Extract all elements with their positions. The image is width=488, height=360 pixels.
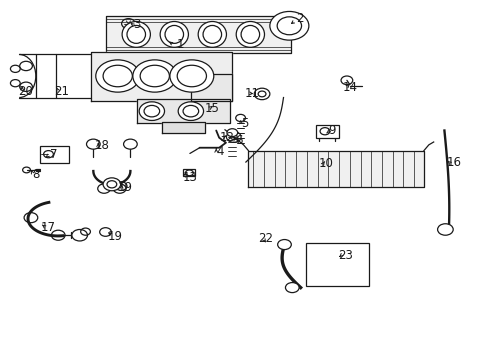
Circle shape [269, 12, 308, 40]
Polygon shape [190, 74, 232, 101]
Ellipse shape [127, 26, 145, 43]
Text: 12: 12 [219, 131, 234, 144]
Text: 19: 19 [107, 230, 122, 243]
Polygon shape [161, 122, 205, 133]
Ellipse shape [236, 22, 264, 47]
Ellipse shape [160, 22, 188, 47]
Circle shape [72, 229, 87, 241]
Circle shape [24, 213, 38, 223]
Circle shape [254, 88, 269, 100]
Text: 11: 11 [244, 87, 259, 100]
Ellipse shape [203, 26, 221, 43]
Circle shape [123, 139, 137, 149]
Text: 1: 1 [176, 38, 183, 51]
Circle shape [139, 102, 164, 121]
Polygon shape [91, 51, 232, 101]
Bar [305, 243, 368, 286]
Circle shape [86, 139, 100, 149]
Polygon shape [105, 16, 290, 53]
Circle shape [178, 102, 203, 121]
Ellipse shape [164, 26, 183, 43]
Text: 2: 2 [296, 12, 303, 25]
Text: 17: 17 [41, 221, 55, 234]
Circle shape [22, 167, 30, 173]
Text: 22: 22 [258, 231, 273, 244]
Text: 3: 3 [133, 18, 141, 31]
Text: 8: 8 [32, 168, 40, 181]
Text: 5: 5 [240, 117, 248, 130]
Bar [183, 169, 195, 176]
Bar [36, 54, 56, 98]
Text: 23: 23 [338, 249, 353, 262]
Bar [315, 125, 338, 138]
Circle shape [96, 60, 140, 92]
Text: 9: 9 [328, 124, 335, 137]
Text: 10: 10 [318, 157, 333, 170]
Circle shape [285, 283, 299, 293]
Text: 6: 6 [234, 134, 242, 147]
Circle shape [226, 129, 237, 136]
Ellipse shape [241, 26, 259, 43]
Text: 15: 15 [204, 102, 219, 115]
Text: 13: 13 [182, 171, 197, 184]
Text: 4: 4 [216, 145, 224, 158]
Polygon shape [137, 99, 229, 123]
Circle shape [98, 184, 110, 193]
Polygon shape [248, 150, 423, 187]
Bar [40, 145, 69, 163]
Circle shape [235, 114, 245, 122]
Text: 20: 20 [18, 85, 33, 98]
Circle shape [169, 60, 213, 92]
Circle shape [113, 184, 126, 193]
Text: 14: 14 [342, 81, 357, 94]
Text: 21: 21 [54, 85, 68, 98]
Text: 19: 19 [118, 181, 133, 194]
Ellipse shape [122, 22, 150, 47]
Ellipse shape [198, 22, 226, 47]
Text: 18: 18 [95, 139, 109, 152]
Circle shape [277, 239, 291, 249]
Circle shape [133, 60, 176, 92]
Text: 7: 7 [49, 148, 57, 161]
Circle shape [51, 230, 65, 240]
Circle shape [437, 224, 452, 235]
Circle shape [103, 178, 121, 191]
Text: 16: 16 [446, 156, 461, 169]
